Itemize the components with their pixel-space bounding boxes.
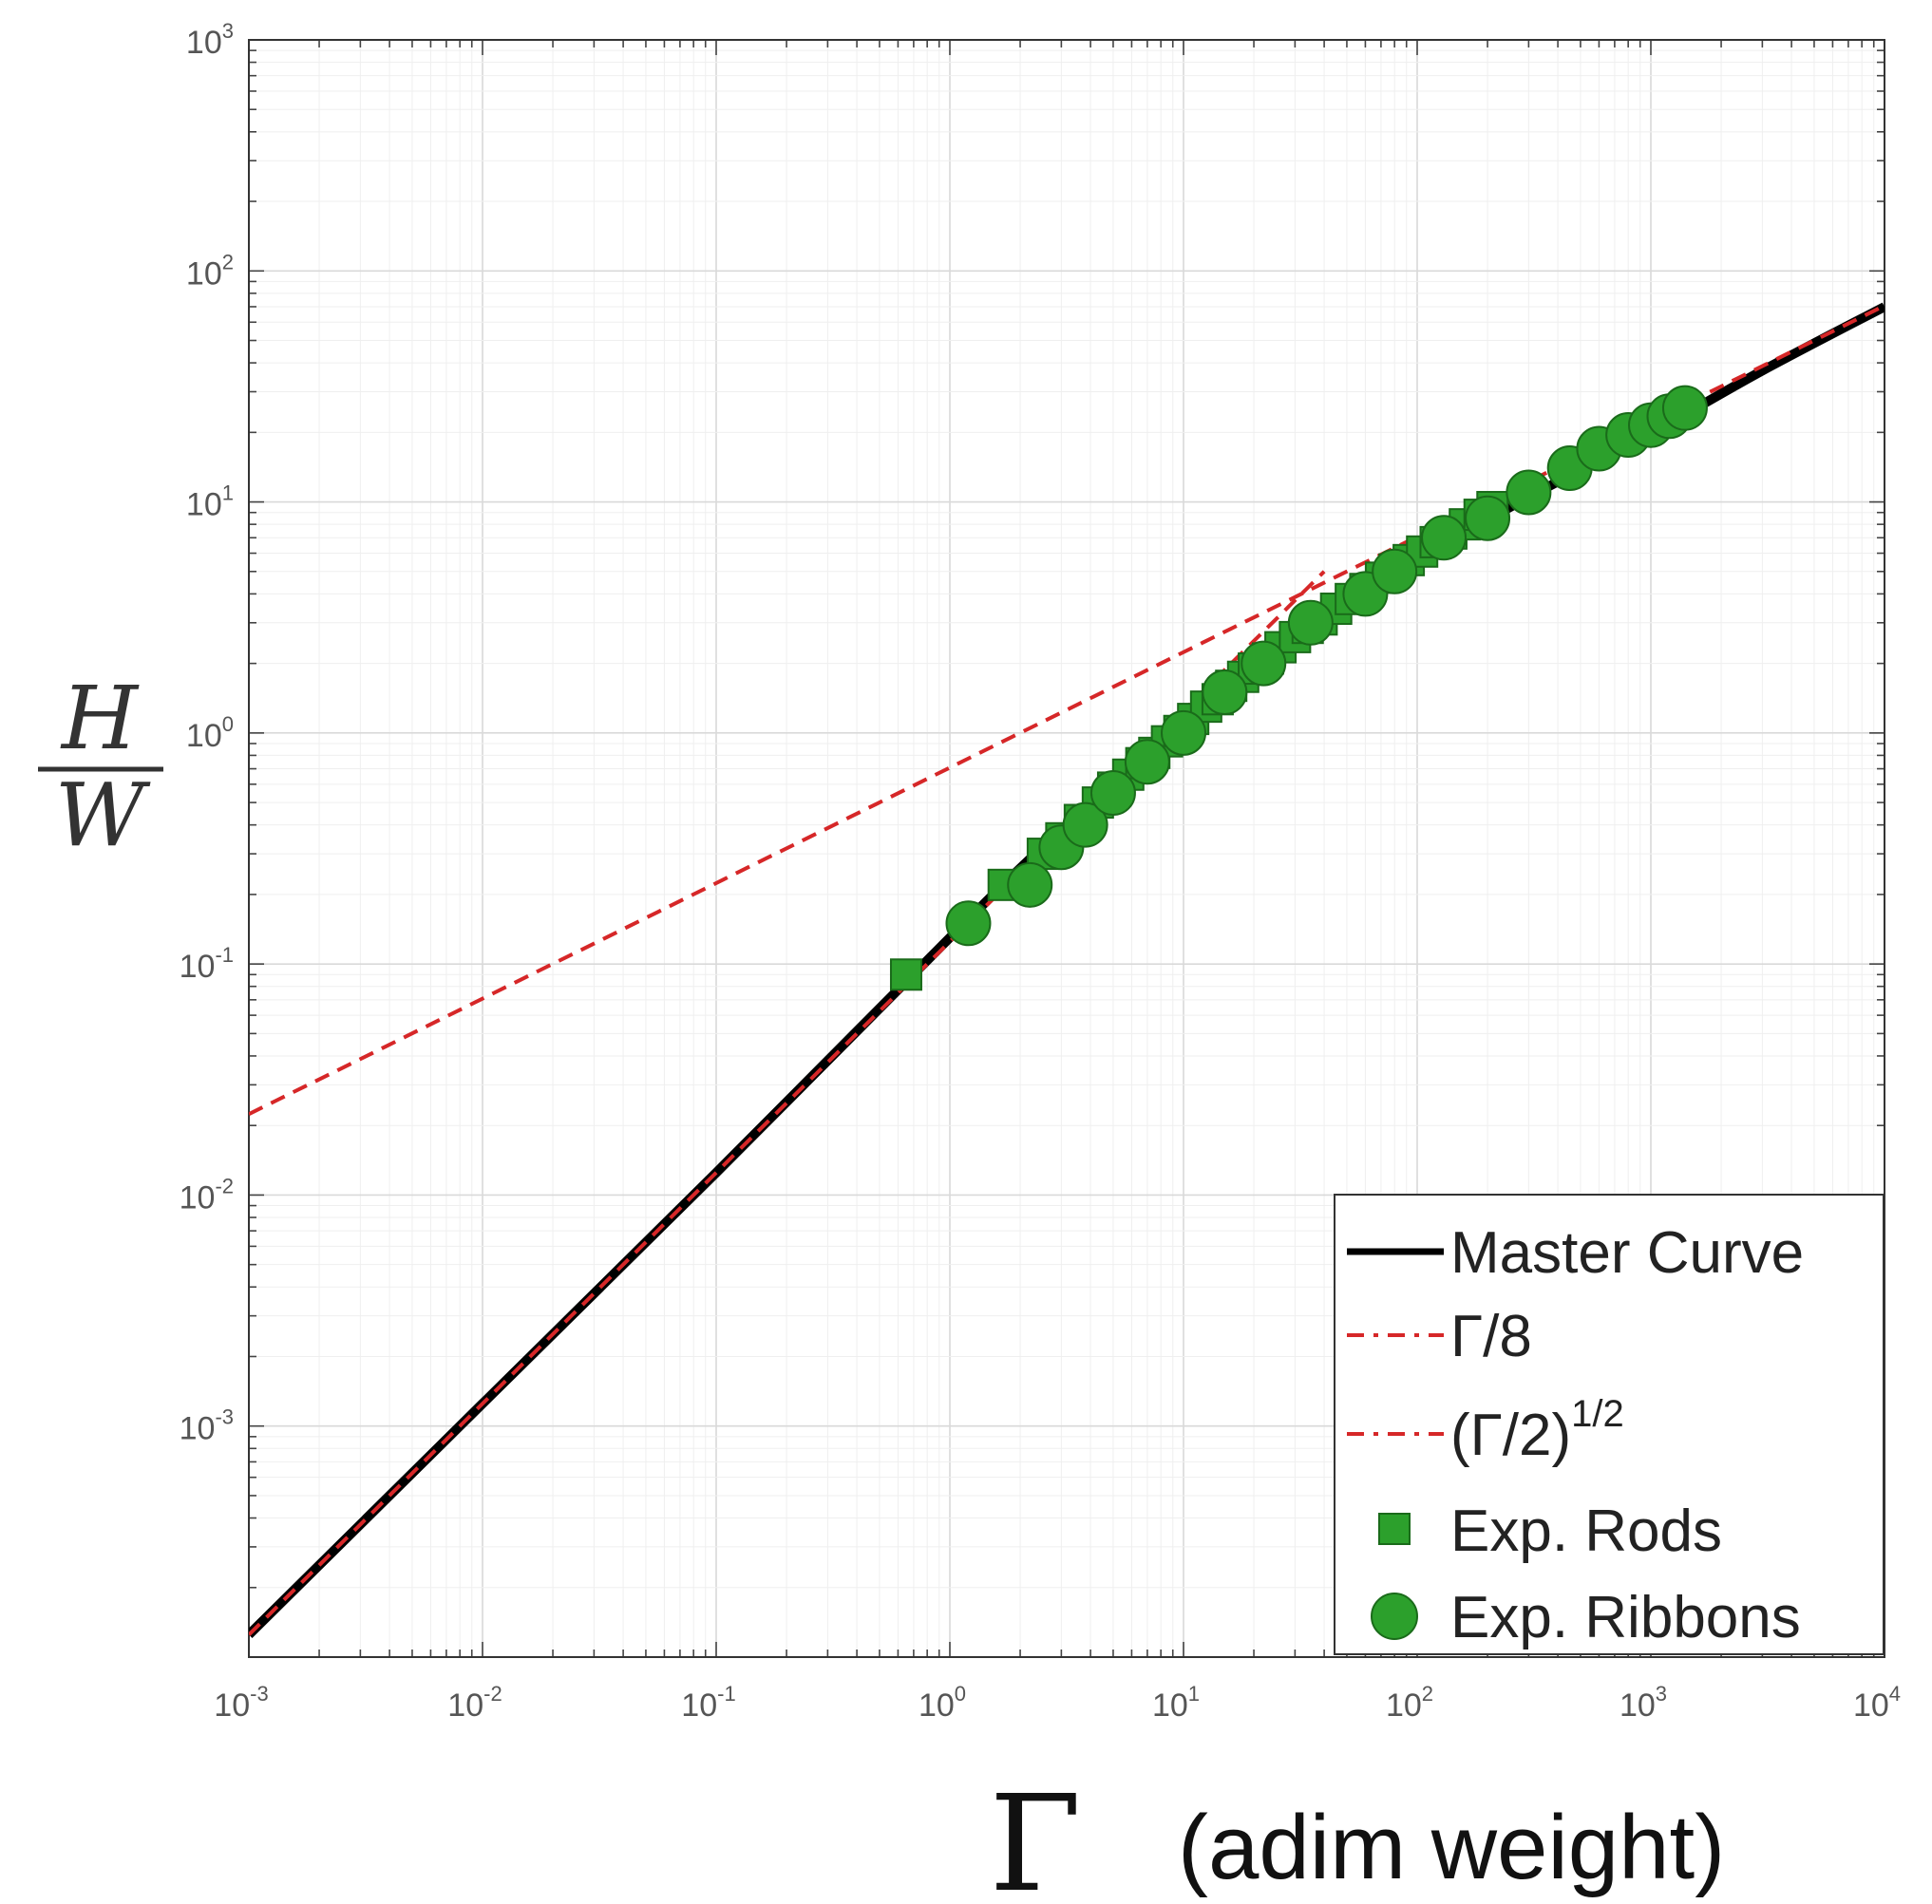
plot-frame [248, 39, 1885, 1658]
x-tick-label-base: 10 [681, 1687, 717, 1724]
y-tick-label-base: 10 [186, 25, 222, 61]
y-tick-label-exponent: 1 [222, 481, 234, 505]
y-tick-label: 10-2 [180, 1174, 234, 1216]
x-tick-label: 10-2 [447, 1682, 502, 1724]
x-tick-label-exponent: 1 [1188, 1682, 1200, 1706]
y-tick-label-exponent: 0 [222, 712, 234, 736]
x-tick-label-exponent: -2 [483, 1682, 502, 1706]
legend-label-exp-rods: Exp. Rods [1450, 1499, 1722, 1564]
exp-ribbons-point [1287, 599, 1334, 646]
x-tick-label-base: 10 [1152, 1687, 1188, 1724]
exp-ribbons-point [1506, 469, 1552, 516]
legend-label-exp-ribbons: Exp. Ribbons [1450, 1585, 1801, 1650]
exp-ribbons-point [1161, 709, 1206, 756]
exp-ribbons-point [945, 900, 992, 947]
y-tick-label-exponent: -2 [215, 1174, 234, 1197]
exp-rods-point [889, 958, 922, 991]
legend-item-exp-rods: Exp. Rods [1378, 1499, 1722, 1564]
x-tick-label-base: 10 [1386, 1687, 1422, 1724]
exp-ribbons-point [1089, 770, 1136, 817]
x-axis-label-symbol: Γ [989, 1767, 1081, 1904]
x-tick-label-exponent: 2 [1422, 1682, 1433, 1706]
y-tick-label: 100 [186, 712, 234, 754]
x-tick-label-exponent: 4 [1889, 1682, 1901, 1706]
y-tick-label-base: 10 [186, 718, 222, 754]
x-tick-label: 101 [1152, 1682, 1200, 1724]
y-tick-label-base: 10 [180, 949, 216, 985]
legend-swatch-exp-ribbons [1371, 1593, 1418, 1640]
legend-item-exp-ribbons: Exp. Ribbons [1371, 1585, 1801, 1650]
legend-swatch-exp-rods [1378, 1513, 1411, 1545]
x-tick-label-exponent: -1 [717, 1682, 736, 1706]
x-tick-label-exponent: -3 [250, 1682, 269, 1706]
exp-ribbons-point [1007, 861, 1053, 908]
y-tick-label-exponent: -3 [215, 1405, 234, 1429]
x-tick-label-base: 10 [214, 1687, 250, 1724]
axis-ticks [248, 39, 1885, 1658]
y-axis-label-denominator: W [55, 764, 151, 866]
x-tick-label: 10-1 [681, 1682, 735, 1724]
exp-ribbons-point [1062, 801, 1108, 848]
x-axis-tick-labels: 10-3 10-2 10-1 100 101 102 103 104 [214, 1682, 1901, 1724]
y-tick-label: 103 [186, 19, 234, 61]
y-tick-label-base: 10 [180, 1411, 216, 1447]
exp-ribbons-point [1202, 669, 1248, 716]
legend-item-gamma-over-8: Γ/8 [1347, 1304, 1532, 1369]
x-axis-label-text: (adim weight) [1178, 1797, 1725, 1898]
x-axis-label: Γ (adim weight) [989, 1767, 1725, 1904]
y-tick-label-exponent: -1 [215, 943, 234, 967]
exp-ribbons-point [1421, 515, 1468, 561]
x-tick-label: 103 [1619, 1682, 1667, 1724]
exp-ribbons-point [1124, 739, 1170, 785]
y-tick-label-base: 10 [186, 255, 222, 292]
exp-ribbons-point [1465, 495, 1511, 541]
y-tick-label: 101 [186, 481, 234, 523]
legend: Master Curve Γ/8 (Γ/2)1/2 Exp. Rods Exp.… [1334, 1194, 1885, 1655]
legend-item-master-curve: Master Curve [1347, 1220, 1804, 1286]
y-tick-label: 10-1 [180, 943, 234, 985]
series-layer [249, 302, 1885, 1638]
x-tick-label-base: 10 [1619, 1687, 1656, 1724]
x-tick-label: 10-3 [214, 1682, 268, 1724]
y-tick-label-exponent: 2 [222, 250, 234, 273]
legend-label-sqrt-gamma-over-2-base: (Γ/2) [1450, 1403, 1571, 1468]
x-tick-label: 100 [919, 1682, 966, 1724]
x-tick-label-base: 10 [1853, 1687, 1889, 1724]
legend-label-master-curve: Master Curve [1450, 1220, 1804, 1286]
y-axis-label-numerator: H [60, 668, 140, 769]
y-tick-label-base: 10 [186, 487, 222, 523]
y-tick-label-exponent: 3 [222, 19, 234, 43]
grid [248, 40, 1885, 1658]
exp-ribbons-point [1661, 385, 1708, 431]
x-tick-label: 102 [1386, 1682, 1433, 1724]
x-tick-label-base: 10 [447, 1687, 483, 1724]
exp-ribbons-point [1372, 548, 1418, 594]
legend-label-gamma-over-8: Γ/8 [1450, 1304, 1532, 1369]
legend-box [1334, 1194, 1885, 1655]
exp-ribbons-point [1241, 640, 1287, 687]
y-tick-label: 10-3 [180, 1405, 234, 1447]
legend-label-sqrt-gamma-over-2: (Γ/2)1/2 [1450, 1393, 1624, 1468]
y-tick-label-base: 10 [180, 1179, 216, 1216]
y-tick-label: 102 [186, 250, 234, 292]
x-tick-label-exponent: 3 [1656, 1682, 1667, 1706]
legend-item-sqrt-gamma-over-2: (Γ/2)1/2 [1347, 1393, 1624, 1468]
x-tick-label-base: 10 [919, 1687, 955, 1724]
legend-label-sqrt-gamma-over-2-exponent: 1/2 [1571, 1393, 1624, 1435]
x-tick-label: 104 [1853, 1682, 1901, 1724]
x-tick-label-exponent: 0 [955, 1682, 966, 1706]
y-axis-label: H W [38, 668, 163, 866]
